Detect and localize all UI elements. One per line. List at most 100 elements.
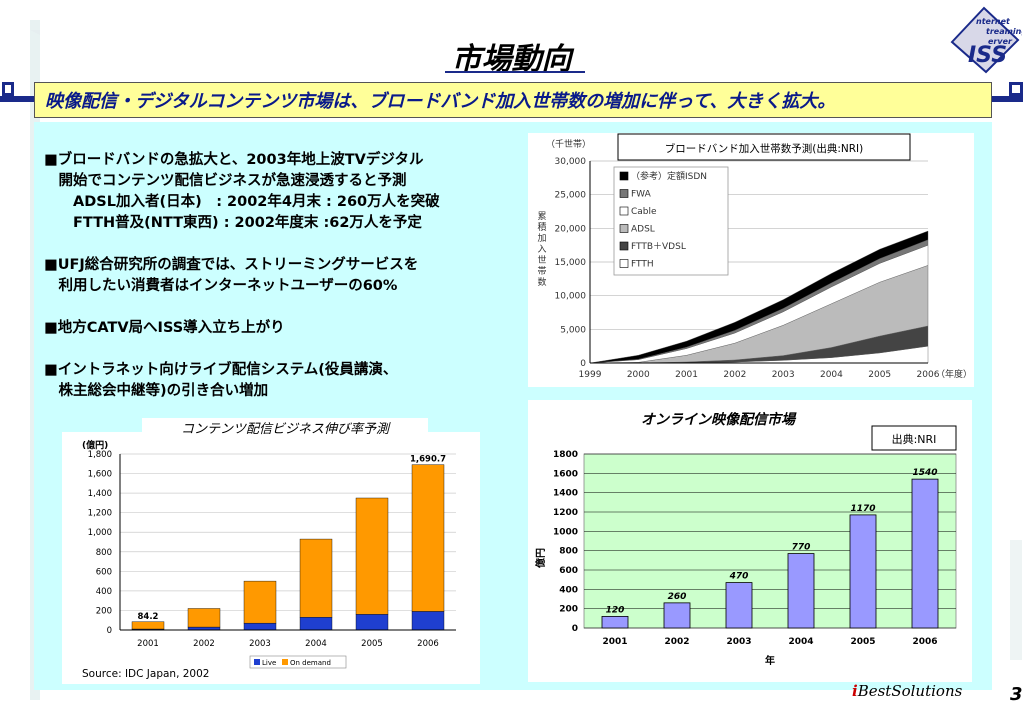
chart2-legend-swatch <box>254 659 260 665</box>
chart2-y-tick: 1,200 <box>88 509 112 519</box>
chart2-y-tick: 200 <box>96 606 112 616</box>
chart2-title-box: コンテンツ配信ビジネス伸び率予測 <box>142 418 428 442</box>
chart1-y-tick: 5,000 <box>560 325 586 335</box>
chart1-legend-label: FTTH <box>631 260 654 270</box>
chart2-bar-segment <box>131 621 165 630</box>
svg-text:erver: erver <box>988 37 1013 46</box>
chart2-x-tick: 2002 <box>193 639 215 649</box>
chart2-bar-segment <box>411 611 445 631</box>
chart2-legend-box <box>249 655 347 669</box>
chart1-legend-swatch <box>619 224 629 233</box>
chart2-x-tick: 2004 <box>305 639 327 649</box>
bullet-line: ADSL加入者(日本) : 2002年4月末 : 260万人を突破 <box>44 194 440 210</box>
bullet-line: ■地方CATV局へISS導入立ち上がり <box>44 320 285 336</box>
svg-text:nternet: nternet <box>976 17 1011 26</box>
chart2-source: Source: IDC Japan, 2002 <box>82 668 209 680</box>
chart2-y-tick: 1,800 <box>88 450 112 460</box>
svg-text:ISS: ISS <box>968 43 1007 68</box>
page-number: 3 <box>1010 684 1023 705</box>
chart1-y-label-char: 加 <box>537 233 546 244</box>
chart1-x-tick: 2002 <box>723 370 746 380</box>
chart3-data-label: 470 <box>729 572 749 582</box>
chart1-y-tick: 10,000 <box>555 292 587 302</box>
chart3-y-tick: 1200 <box>553 508 578 518</box>
chart1-x-tick: 2003 <box>772 370 795 380</box>
chart2-bar-segment <box>299 538 333 618</box>
chart3-bar <box>601 615 629 629</box>
chart1-x-tick: 1999 <box>579 370 602 380</box>
chart2-unit-label: (億円) <box>82 439 108 451</box>
chart2-y-tick: 800 <box>96 548 112 558</box>
chart1-y-label-char: 累 <box>537 211 546 222</box>
bullet-line: FTTH普及(NTT東西) : 2002年度末 :62万人を予定 <box>44 215 422 231</box>
chart2-y-tick: 400 <box>96 587 112 597</box>
bullet-line: ■ブロードバンドの急拡大と、2003年地上波TVデジタル <box>44 152 424 168</box>
chart2-bar-segment <box>243 580 277 624</box>
chart1-unit-label: （千世帯） <box>546 138 591 150</box>
right-decoration <box>1009 82 1023 660</box>
chart2-bar-segment <box>299 617 333 631</box>
chart2-y-tick: 600 <box>96 567 112 577</box>
bullet-gap <box>44 339 524 360</box>
chart1-series-area <box>589 230 929 364</box>
chart2-bar-segment <box>411 464 445 612</box>
bullet-list: ■ブロードバンドの急拡大と、2003年地上波TVデジタル 開始でコンテンツ配信ビ… <box>44 150 524 402</box>
title-underline <box>445 71 585 73</box>
chart3-x-tick: 2002 <box>664 637 689 647</box>
chart3-title: オンライン映像配信市場 <box>641 411 797 428</box>
iss-logo: ISS nternet treaming erver <box>950 6 1022 74</box>
chart1-y-tick: 0 <box>580 359 586 369</box>
chart2-bar-segment <box>243 622 277 631</box>
chart3-x-tick: 2003 <box>726 637 751 647</box>
chart3-data-label: 1170 <box>850 504 875 514</box>
chart3-y-tick: 1000 <box>553 527 578 537</box>
chart1-y-label-char: 入 <box>537 244 546 255</box>
chart3-bar <box>787 553 815 629</box>
chart3-data-label: 120 <box>606 605 625 615</box>
chart2-title: コンテンツ配信ビジネス伸び率予測 <box>180 422 389 437</box>
bullet-line: 株主総会中継等)の引き合い増加 <box>44 383 269 399</box>
chart2-y-tick: 0 <box>107 626 112 636</box>
chart1-y-tick: 20,000 <box>555 224 587 234</box>
chart3-source: 出典:NRI <box>892 432 937 446</box>
chart3-y-tick: 1400 <box>553 489 578 499</box>
chart1-legend-swatch <box>619 189 629 198</box>
chart2-x-tick: 2003 <box>249 639 271 649</box>
bullet-gap <box>44 297 524 318</box>
chart3-y-tick: 1600 <box>553 469 578 479</box>
chart3-bar <box>911 478 939 629</box>
chart1-title: ブロードバンド加入世帯数予測(出典:NRI) <box>665 142 864 155</box>
chart1-y-tick: 15,000 <box>555 258 587 268</box>
chart3-y-axis-label: 億円 <box>534 548 547 568</box>
chart2-legend-label: Live <box>262 659 276 667</box>
chart3-y-tick: 400 <box>559 585 578 595</box>
chart2-y-tick: 1,400 <box>88 489 112 499</box>
brand-i: i <box>852 682 858 700</box>
chart1-x-suffix: （年度） <box>936 368 972 380</box>
chart2-legend-swatch <box>282 659 288 665</box>
chart3-data-label: 770 <box>792 543 811 553</box>
chart3-bar <box>849 514 877 629</box>
chart2-bar-segment <box>355 497 389 615</box>
svg-text:treaming: treaming <box>986 27 1022 36</box>
chart1-legend-label: （参考）定額ISDN <box>631 170 707 182</box>
chart2-y-tick: 1,000 <box>88 528 112 538</box>
chart3-x-tick: 2001 <box>602 637 627 647</box>
chart3-bar <box>663 602 691 629</box>
broadband-area-chart: 0 5,000 10,000 15,000 20,000 25,000 30,000 1999… <box>528 133 974 387</box>
chart2-y-tick: 1,600 <box>88 470 112 480</box>
chart1-y-label-char: 帯 <box>537 265 546 277</box>
chart2-x-tick: 2006 <box>417 639 439 649</box>
online-video-bar-chart: オンライン映像配信市場 出典:NRI 12026047077011701540 … <box>528 400 972 682</box>
brand-name: BestSolutions <box>857 682 963 700</box>
chart3-bar <box>725 582 753 629</box>
chart2-x-tick: 2005 <box>361 639 383 649</box>
chart1-y-label-char: 数 <box>537 276 546 288</box>
chart1-legend-box <box>613 166 729 276</box>
chart3-x-tick: 2006 <box>912 637 937 647</box>
chart2-bar-segment <box>187 608 221 628</box>
chart3-y-tick: 0 <box>572 624 578 634</box>
chart1-x-tick: 2001 <box>675 370 698 380</box>
chart2-bar-segment <box>355 614 389 631</box>
